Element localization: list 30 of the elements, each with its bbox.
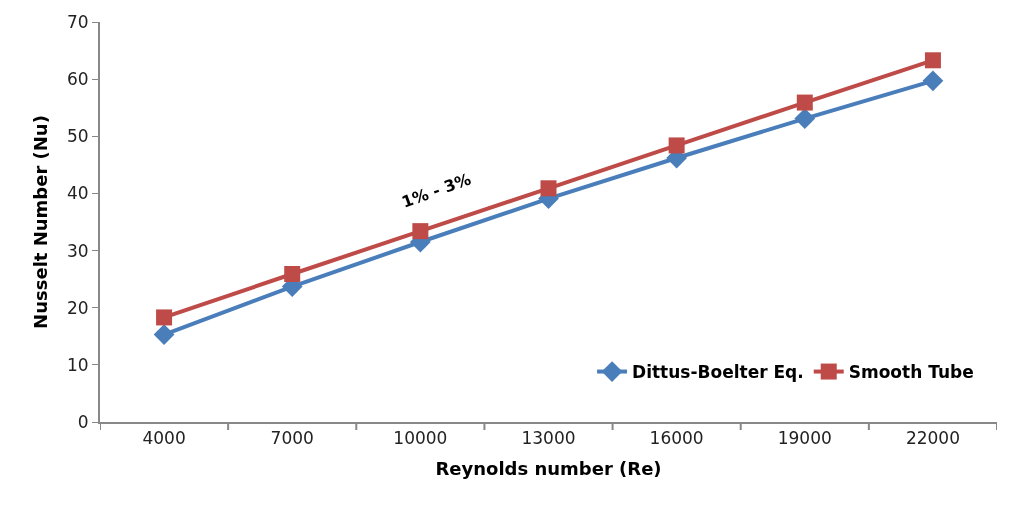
point [924,52,941,69]
legend-label: Dittus-Boelter Eq. [632,362,804,383]
x-axis-title: Reynolds number (Re) [435,458,662,479]
point [796,94,813,111]
y-tick-label: 30 [66,240,89,261]
y-tick-label: 10 [66,354,89,375]
legend-label: Smooth Tube [848,362,974,383]
point [794,108,816,129]
y-tick-label: 0 [77,411,89,432]
x-tick-label: 22000 [905,428,960,449]
x-tick-label: 7000 [270,428,314,449]
point [284,266,301,282]
point [156,309,173,326]
y-tick-label: 60 [66,69,89,90]
y-axis-title: Nusselt Number (Nu) [29,115,51,329]
x-tick-label: 13000 [521,428,576,449]
y-tick-label: 40 [66,183,89,204]
y-tick-label: 20 [66,297,89,318]
annotation: 1% - 3% [399,169,474,212]
x-tick-label: 10000 [393,428,448,449]
y-tick-label: 70 [66,11,89,32]
point [922,70,944,92]
x-tick-label: 4000 [142,428,186,449]
point [153,324,175,345]
point [668,137,685,154]
y-tick-label: 50 [66,126,89,147]
x-tick-label: 16000 [649,428,704,449]
point [412,223,429,240]
point [540,180,557,197]
x-tick-label: 19000 [777,428,832,449]
